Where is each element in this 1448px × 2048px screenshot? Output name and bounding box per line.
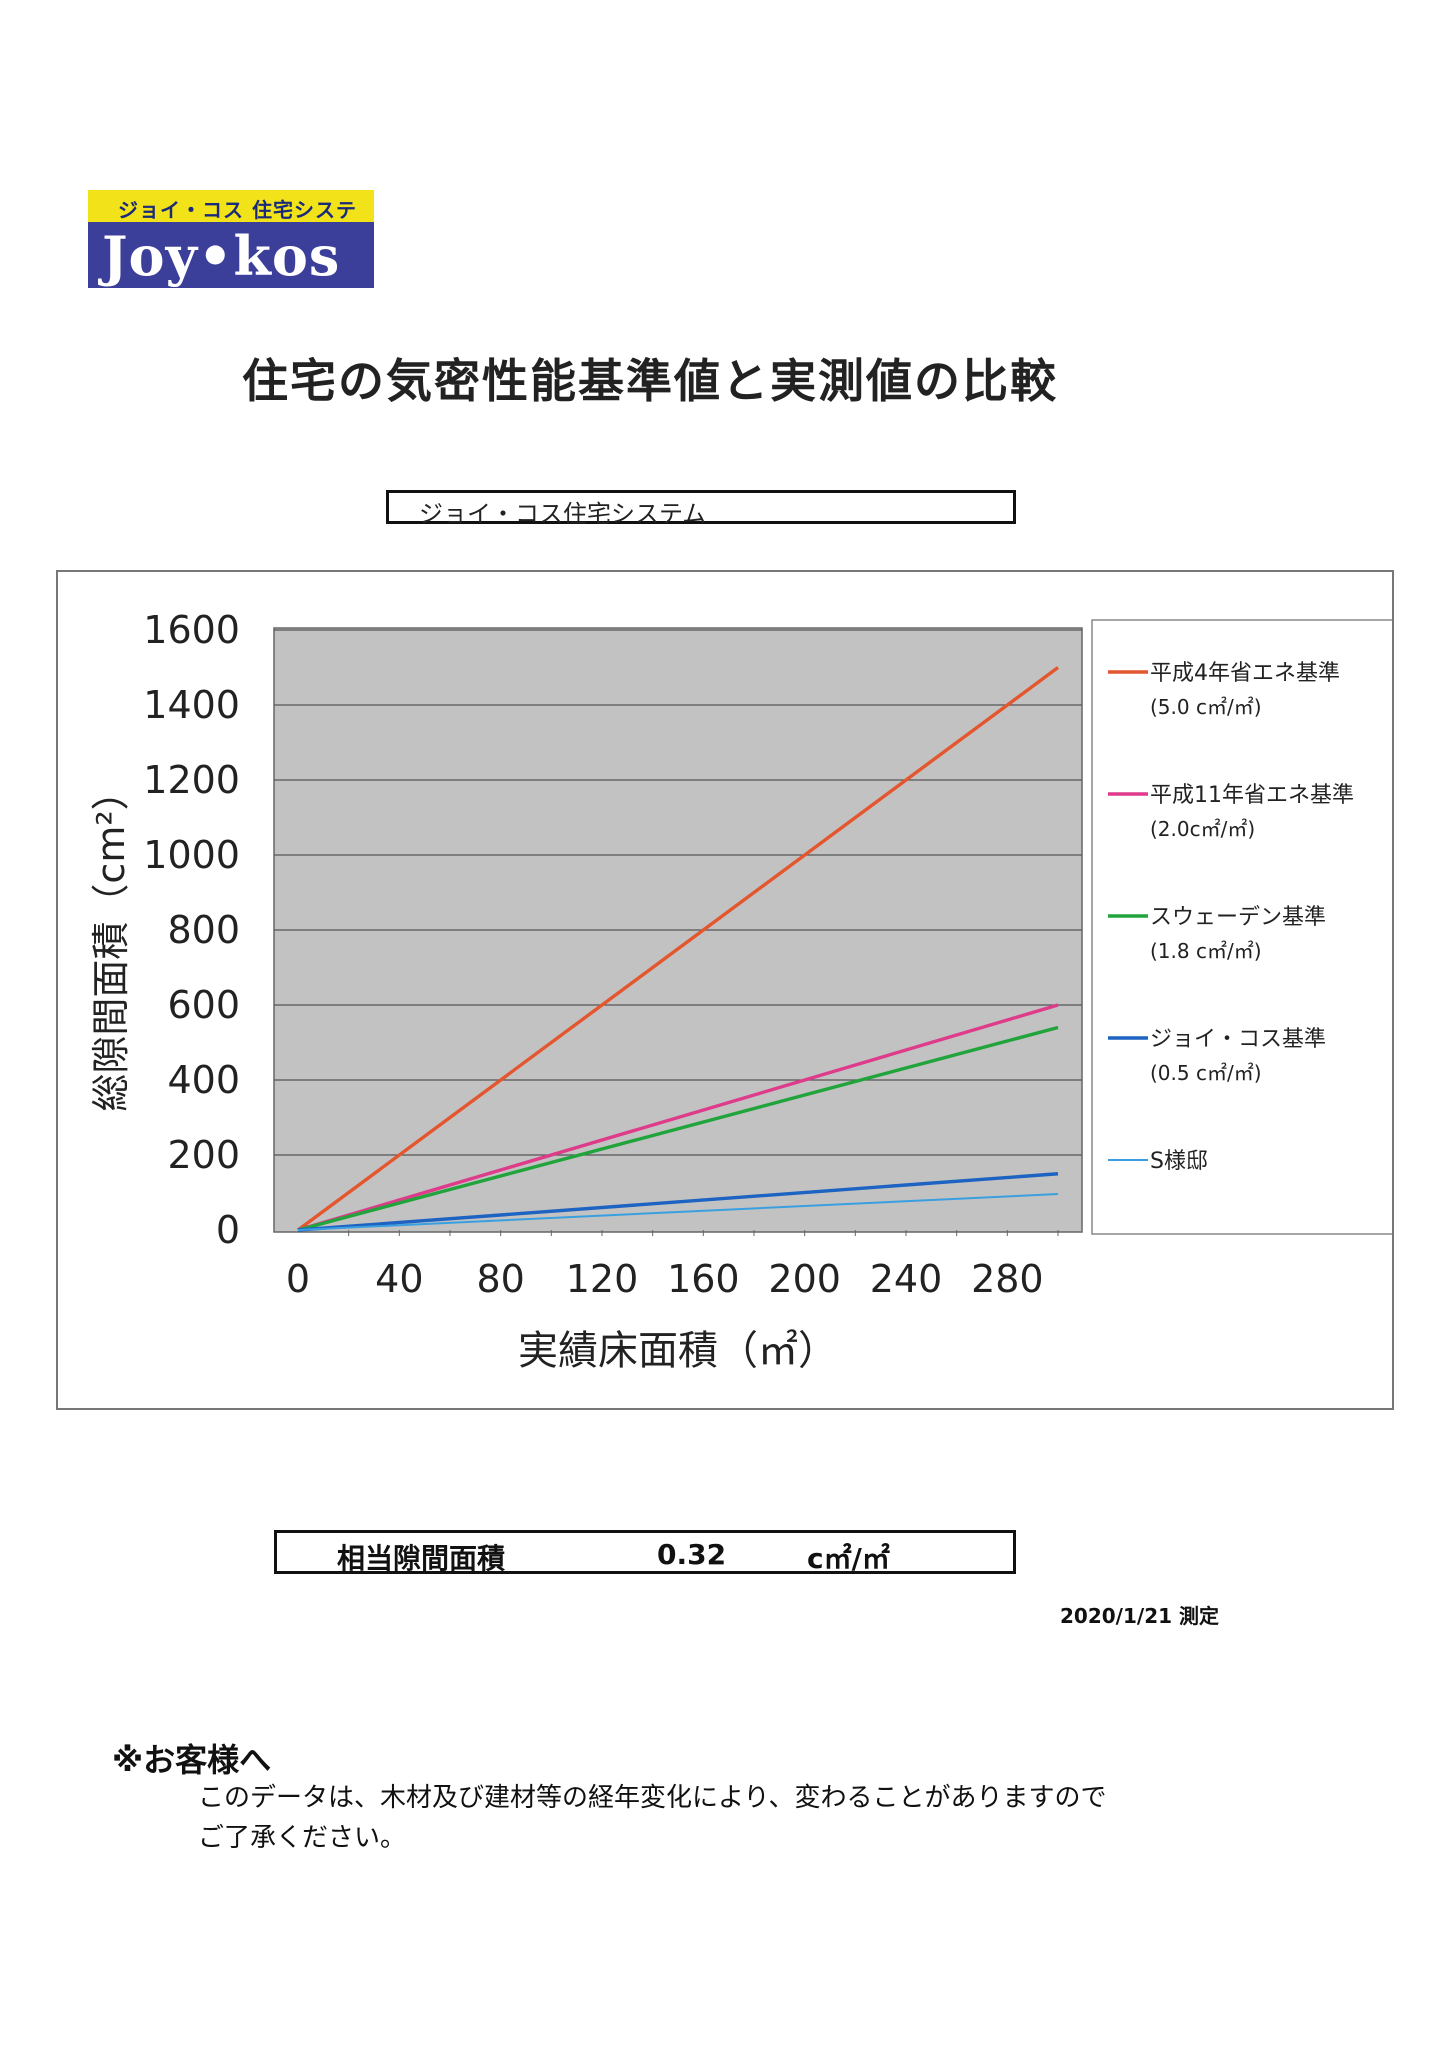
legend-note: (2.0c㎡/㎡) [1150, 817, 1255, 841]
legend-note: (5.0 c㎡/㎡) [1150, 695, 1262, 719]
company-name-box: ジョイ・コス住宅システム [386, 490, 1016, 528]
x-tick-label: 80 [476, 1257, 524, 1301]
x-tick-label: 0 [286, 1257, 310, 1301]
legend-label: 平成11年省エネ基準 [1150, 783, 1354, 808]
series-line [297, 1193, 1059, 1231]
legend-box [1091, 619, 1392, 1235]
y-tick-label: 1400 [143, 683, 240, 727]
axis-ticks: 0 200 400 600 800 1000 1200 1400 1600 0 40 80 120 160… [143, 608, 1059, 1301]
series-line [297, 1172, 1059, 1232]
equivalent-gap-area-box: 相当隙間面積 0.32 c㎡/㎡ [274, 1530, 1016, 1575]
x-axis-label: 実績床面積（㎡） [518, 1328, 838, 1374]
y-tick-label: 600 [167, 983, 240, 1027]
legend-label: 平成4年省エネ基準 [1150, 661, 1340, 686]
airtightness-chart: 0 200 400 600 800 1000 1200 1400 1600 0 40 80 120 160… [89, 608, 1392, 1374]
series-line [297, 1003, 1059, 1232]
notice-text: このデータは、木材及び建材等の経年変化により、変わることがありますので ご了承く… [198, 1778, 1318, 1858]
y-tick-label: 200 [167, 1133, 240, 1177]
y-tick-label: 1200 [143, 758, 240, 802]
equivalent-gap-area-value: 0.32 [657, 1538, 727, 1571]
equivalent-gap-area-unit: c㎡/㎡ [807, 1542, 890, 1575]
y-tick-label: 0 [216, 1208, 240, 1252]
series-line [297, 1025, 1059, 1232]
x-tick-label: 40 [375, 1257, 423, 1301]
measurement-date: 2020/1/21 測定 [1060, 1604, 1219, 1628]
legend-label: ジョイ・コス基準 [1150, 1027, 1326, 1052]
equivalent-gap-area-label: 相当隙間面積 [337, 1542, 506, 1575]
grid-lines [274, 629, 1082, 1156]
x-tick-label: 200 [768, 1257, 841, 1301]
notice-line: このデータは、木材及び建材等の経年変化により、変わることがありますので [198, 1783, 1107, 1813]
company-name: ジョイ・コス住宅システム [419, 500, 707, 528]
y-tick-label: 800 [167, 908, 240, 952]
x-tick-label: 280 [971, 1257, 1044, 1301]
y-tick-label: 1000 [143, 833, 240, 877]
x-tick-label: 120 [566, 1257, 639, 1301]
legend-note: (1.8 c㎡/㎡) [1150, 939, 1262, 963]
y-tick-label: 400 [167, 1058, 240, 1102]
x-tick-label: 240 [870, 1257, 943, 1301]
page-title: 住宅の気密性能基準値と実測値の比較 [242, 354, 1058, 408]
series-line [296, 666, 1060, 1232]
notice-line: ご了承ください。 [198, 1823, 407, 1853]
notice-heading: ※お客様へ [112, 1741, 272, 1779]
chart-frame: 0 200 400 600 800 1000 1200 1400 1600 0 40 80 120 160… [56, 570, 1394, 1410]
logo-main-text: Joy•kos [102, 224, 341, 288]
company-logo: ジョイ・コス 住宅システム Joy•kos [88, 190, 374, 288]
y-tick-label: 1600 [143, 608, 240, 652]
legend-label: S様邸 [1150, 1149, 1208, 1174]
series-lines [296, 666, 1060, 1232]
legend: 平成4年省エネ基準 (5.0 c㎡/㎡) 平成11年省エネ基準 (2.0c㎡/㎡) スウ… [1108, 661, 1354, 1174]
x-tick-label: 160 [667, 1257, 740, 1301]
legend-label: スウェーデン基準 [1150, 905, 1326, 930]
legend-note: (0.5 c㎡/㎡) [1150, 1061, 1262, 1085]
y-axis-label: 総隙間面積（cm²） [89, 772, 133, 1111]
